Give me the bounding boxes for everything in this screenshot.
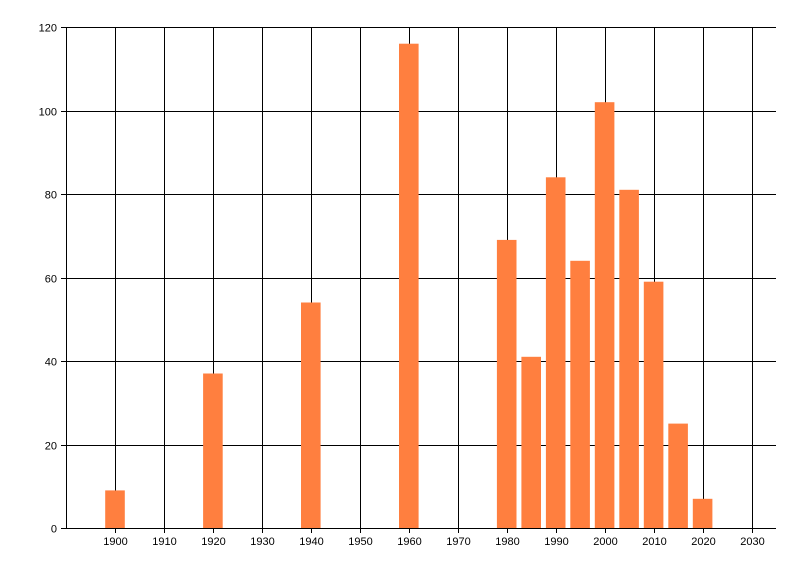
y-tick-label: 120 (39, 23, 57, 35)
bar-1940 (301, 302, 321, 528)
bar-2015 (668, 423, 688, 528)
x-tick-label: 2020 (691, 536, 715, 548)
x-tick-label: 1950 (348, 536, 372, 548)
bar-2010 (643, 281, 664, 528)
y-tick-label: 20 (45, 441, 57, 453)
bar-1900 (105, 490, 125, 528)
bar-1985 (521, 356, 541, 528)
y-tick-label: 60 (45, 274, 57, 286)
x-tick-label: 1920 (201, 536, 225, 548)
y-tick-label: 40 (45, 357, 57, 369)
x-tick-label: 2010 (642, 536, 666, 548)
bar-1980 (496, 239, 517, 528)
x-tick-label: 1940 (299, 536, 323, 548)
x-tick-label: 1910 (152, 536, 176, 548)
y-tick-label: 100 (39, 107, 57, 119)
bars (105, 43, 713, 529)
bar-2000 (594, 102, 615, 528)
x-tick-label: 1930 (250, 536, 274, 548)
bar-2020 (692, 498, 713, 528)
tick-labels: 0 20 40 60 80 100 120 1900 1910 1920 1930 1940 1950 1… (39, 23, 765, 549)
x-tick-label: 1980 (495, 536, 519, 548)
x-tick-label: 2000 (593, 536, 617, 548)
bar-1995 (570, 260, 590, 528)
x-tick-label: 1990 (544, 536, 568, 548)
y-tick-label: 0 (51, 524, 57, 536)
x-tick-label: 1900 (103, 536, 127, 548)
x-tick-label: 1960 (397, 536, 421, 548)
x-tick-label: 1970 (446, 536, 470, 548)
bar-1920 (203, 373, 223, 528)
bar-1960 (399, 43, 419, 528)
bar-2005 (619, 189, 639, 529)
x-tick-label: 2030 (740, 536, 764, 548)
y-tick-label: 80 (45, 190, 57, 202)
axes (61, 27, 776, 533)
bar-1990 (545, 177, 566, 529)
